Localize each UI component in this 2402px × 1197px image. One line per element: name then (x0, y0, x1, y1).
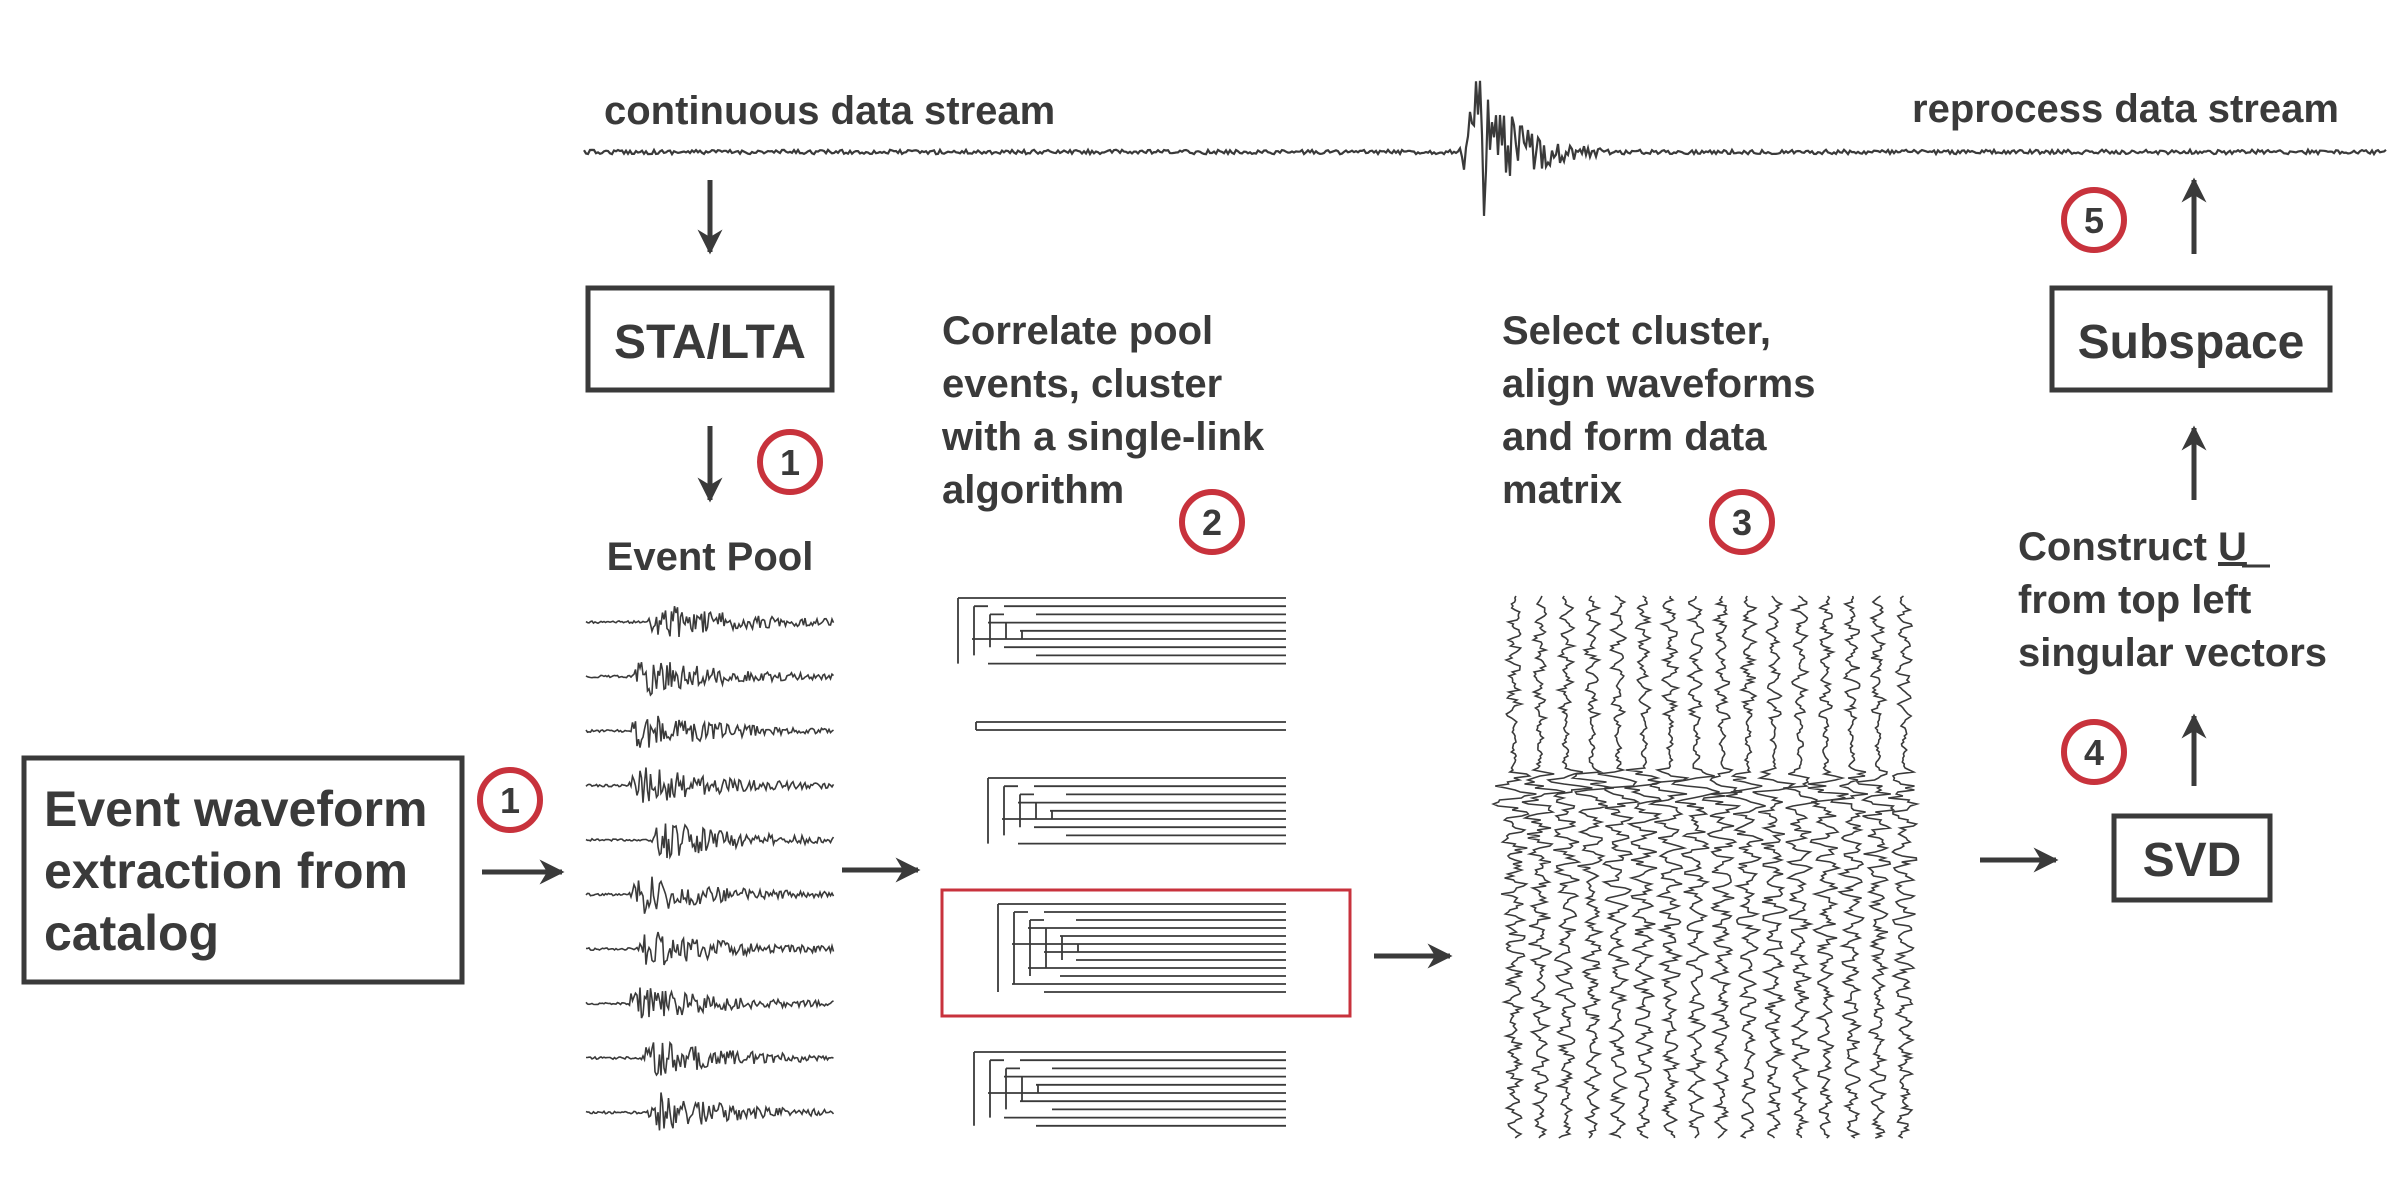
step-marker-subspace: 5 (2061, 187, 2127, 253)
matrix-waveform (1670, 596, 1720, 1139)
matrix-waveform (1521, 595, 1566, 1139)
event-pool-waveforms (585, 606, 835, 1131)
pool-waveform (585, 823, 835, 860)
aligned-waveform-matrix (1491, 595, 1921, 1139)
pool-waveform (585, 767, 835, 803)
pool-waveform (586, 1040, 834, 1077)
matrix-waveform (1624, 595, 1664, 1139)
matrix-waveform (1647, 595, 1690, 1139)
continuous-stream-trace (583, 80, 2387, 216)
matrix-waveform (1807, 595, 1849, 1139)
cluster-dendrogram (975, 721, 1286, 731)
pool-waveform (585, 987, 834, 1019)
step-marker-sta-lta: 1 (757, 429, 823, 495)
event-pool-label: Event Pool (607, 535, 814, 579)
step-markers: 1 1 2 3 4 5 (477, 187, 2127, 833)
sta-lta-box-title: STA/LTA (614, 316, 806, 369)
step-marker-correlate: 2 (1179, 489, 1245, 555)
sta-lta-box (585, 285, 835, 393)
reprocess-data-stream-label: reprocess data stream (1912, 87, 2339, 131)
step-marker-svd: 4 (2061, 719, 2127, 785)
construct-u-label: Construct U from top left singular vecto… (2018, 525, 2327, 675)
matrix-waveform (1597, 595, 1641, 1139)
cluster-dendrogram (973, 1051, 1286, 1127)
matrix-waveform (1855, 595, 1896, 1139)
select-cluster-label: Select cluster, align waveforms and form… (1502, 309, 1827, 512)
matrix-waveform (1725, 595, 1766, 1139)
svg-text:4: 4 (2084, 732, 2104, 773)
pool-waveform (585, 931, 835, 966)
svg-text:1: 1 (500, 780, 520, 821)
pool-waveform (585, 1092, 835, 1131)
subspace-box-title: Subspace (2078, 316, 2305, 369)
pool-waveform (585, 876, 835, 914)
pool-waveform (585, 662, 835, 697)
cluster-dendrogram (997, 903, 1286, 993)
matrix-waveform (1752, 595, 1797, 1139)
cluster-dendrogram (987, 777, 1286, 845)
matrix-waveform (1783, 595, 1818, 1139)
arrows (482, 177, 2207, 969)
svg-text:2: 2 (1202, 502, 1222, 543)
extraction-box-title: Event waveform extraction from catalog (44, 781, 441, 961)
selected-cluster-highlight (940, 888, 1352, 1018)
cluster-dendrogram (957, 597, 1286, 665)
matrix-waveform (1570, 595, 1615, 1139)
svg-text:5: 5 (2084, 200, 2104, 241)
step-marker-select: 3 (1709, 489, 1775, 555)
extraction-box (21, 755, 465, 985)
u-matrix-symbol: U (2218, 525, 2247, 569)
pool-waveform (585, 715, 834, 748)
pool-waveform (585, 606, 835, 637)
svd-box-title: SVD (2143, 834, 2242, 887)
matrix-waveform (1830, 595, 1869, 1139)
continuous-data-stream (583, 80, 2387, 216)
continuous-data-stream-label: continuous data stream (604, 89, 1055, 133)
step-marker-extraction: 1 (477, 767, 543, 833)
cluster-dendrograms (957, 597, 1286, 1127)
svg-text:1: 1 (780, 442, 800, 483)
matrix-waveform (1546, 595, 1593, 1139)
svd-box (2111, 813, 2273, 903)
matrix-waveform (1701, 595, 1743, 1139)
correlate-label: Correlate pool events, cluster with a si… (941, 309, 1275, 512)
matrix-waveform (1888, 595, 1921, 1139)
subspace-box (2049, 285, 2333, 393)
svg-text:3: 3 (1732, 502, 1752, 543)
matrix-waveform (1491, 595, 1537, 1139)
